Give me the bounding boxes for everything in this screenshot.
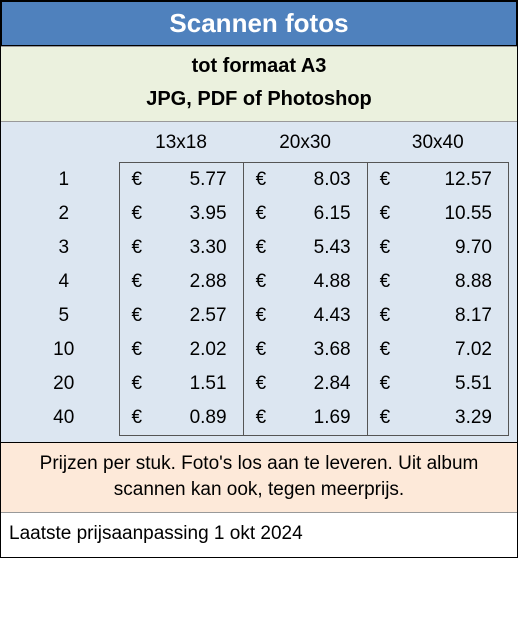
currency-cell: € [243, 265, 273, 299]
currency-cell: € [243, 197, 273, 231]
price-cell: 3.95 [149, 197, 243, 231]
price-cell: 2.84 [273, 367, 367, 401]
price-cell: 2.02 [149, 333, 243, 367]
header-col-2: 20x30 [243, 126, 367, 163]
table-row: 4€2.88€4.88€8.88 [9, 265, 509, 299]
price-cell: 4.43 [273, 299, 367, 333]
currency-cell: € [243, 367, 273, 401]
subheader: tot formaat A3 JPG, PDF of Photoshop [1, 46, 517, 122]
table-row: 10€2.02€3.68€7.02 [9, 333, 509, 367]
currency-cell: € [243, 333, 273, 367]
footer-text: Laatste prijsaanpassing 1 okt 2024 [1, 513, 517, 557]
currency-cell: € [367, 265, 397, 299]
qty-cell: 2 [9, 197, 119, 231]
currency-cell: € [367, 299, 397, 333]
price-cell: 6.15 [273, 197, 367, 231]
currency-cell: € [119, 367, 149, 401]
header-col-1: 13x18 [119, 126, 243, 163]
currency-cell: € [119, 163, 149, 198]
price-cell: 5.51 [397, 367, 508, 401]
price-cell: 5.77 [149, 163, 243, 198]
price-cell: 12.57 [397, 163, 508, 198]
currency-cell: € [119, 265, 149, 299]
price-table-section: 13x18 20x30 30x40 1€5.77€8.03€12.572€3.9… [1, 122, 517, 442]
table-header-row: 13x18 20x30 30x40 [9, 126, 509, 163]
price-cell: 3.29 [397, 401, 508, 436]
currency-cell: € [119, 197, 149, 231]
price-cell: 2.57 [149, 299, 243, 333]
currency-cell: € [119, 333, 149, 367]
currency-cell: € [243, 401, 273, 436]
price-table-body: 1€5.77€8.03€12.572€3.95€6.15€10.553€3.30… [9, 163, 509, 436]
currency-cell: € [243, 299, 273, 333]
price-cell: 9.70 [397, 231, 508, 265]
qty-cell: 3 [9, 231, 119, 265]
price-cell: 8.03 [273, 163, 367, 198]
title-text: Scannen fotos [169, 8, 348, 38]
currency-cell: € [367, 401, 397, 436]
price-cell: 5.43 [273, 231, 367, 265]
currency-cell: € [367, 367, 397, 401]
currency-cell: € [243, 231, 273, 265]
header-qty [9, 126, 119, 163]
title-bar: Scannen fotos [1, 1, 517, 46]
price-cell: 4.88 [273, 265, 367, 299]
currency-cell: € [243, 163, 273, 198]
qty-cell: 20 [9, 367, 119, 401]
price-cell: 3.68 [273, 333, 367, 367]
price-cell: 0.89 [149, 401, 243, 436]
price-card: Scannen fotos tot formaat A3 JPG, PDF of… [0, 0, 518, 558]
table-row: 2€3.95€6.15€10.55 [9, 197, 509, 231]
table-row: 40€0.89€1.69€3.29 [9, 401, 509, 436]
currency-cell: € [367, 197, 397, 231]
price-cell: 1.69 [273, 401, 367, 436]
subtitle-line-2: JPG, PDF of Photoshop [1, 88, 517, 111]
table-row: 5€2.57€4.43€8.17 [9, 299, 509, 333]
table-row: 1€5.77€8.03€12.57 [9, 163, 509, 198]
currency-cell: € [119, 299, 149, 333]
qty-cell: 4 [9, 265, 119, 299]
currency-cell: € [367, 163, 397, 198]
price-cell: 8.17 [397, 299, 508, 333]
currency-cell: € [367, 231, 397, 265]
note-text: Prijzen per stuk. Foto's los aan te leve… [1, 442, 517, 513]
price-cell: 10.55 [397, 197, 508, 231]
table-row: 20€1.51€2.84€5.51 [9, 367, 509, 401]
price-cell: 2.88 [149, 265, 243, 299]
qty-cell: 1 [9, 163, 119, 198]
currency-cell: € [119, 401, 149, 436]
price-cell: 7.02 [397, 333, 508, 367]
qty-cell: 10 [9, 333, 119, 367]
subtitle-line-1: tot formaat A3 [1, 55, 517, 78]
price-cell: 3.30 [149, 231, 243, 265]
price-table: 13x18 20x30 30x40 1€5.77€8.03€12.572€3.9… [9, 126, 509, 436]
price-cell: 1.51 [149, 367, 243, 401]
currency-cell: € [367, 333, 397, 367]
price-cell: 8.88 [397, 265, 508, 299]
currency-cell: € [119, 231, 149, 265]
qty-cell: 5 [9, 299, 119, 333]
qty-cell: 40 [9, 401, 119, 436]
header-col-3: 30x40 [367, 126, 508, 163]
table-row: 3€3.30€5.43€9.70 [9, 231, 509, 265]
